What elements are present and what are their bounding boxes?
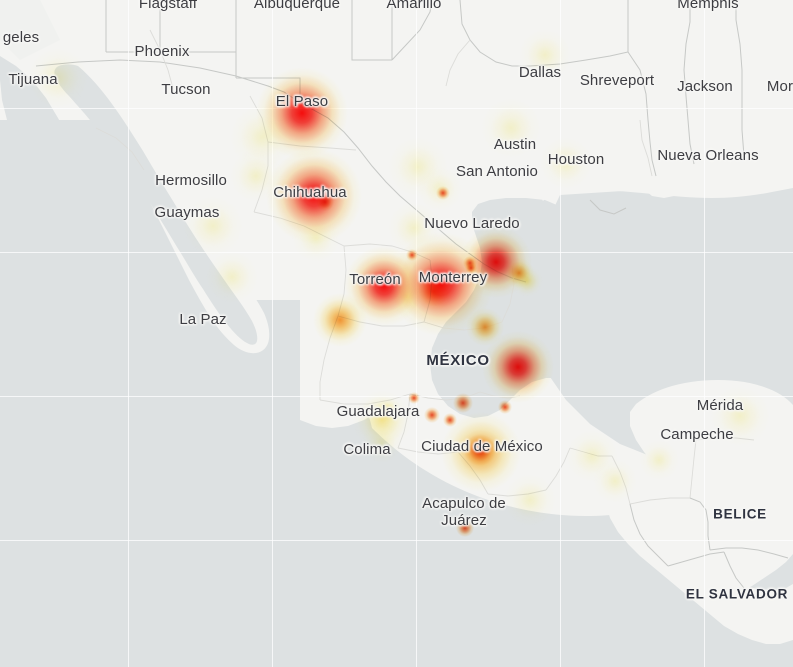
map-label-austin: Austin xyxy=(493,135,537,153)
map-label-los-angeles: geles xyxy=(2,28,40,46)
map-label-memphis: Memphis xyxy=(677,0,739,12)
map-label-guadalajara: Guadalajara xyxy=(336,402,420,420)
map-label-la-paz: La Paz xyxy=(179,310,227,328)
map-label-mexico-country: MÉXICO xyxy=(426,351,490,369)
map-label-albuquerque: Albuquerque xyxy=(253,0,341,12)
map-label-merida: Mérida xyxy=(696,396,744,414)
map-label-dallas: Dallas xyxy=(518,63,562,81)
map-label-ciudad-de-mexico: Ciudad de México xyxy=(421,437,543,455)
map-label-san-antonio: San Antonio xyxy=(455,162,539,180)
map-label-phoenix: Phoenix xyxy=(134,42,190,60)
map-label-monterrey: Monterrey xyxy=(418,268,488,286)
map-label-tijuana: Tijuana xyxy=(8,70,58,88)
map-label-shreveport: Shreveport xyxy=(579,71,655,89)
map-label-houston: Houston xyxy=(547,150,605,168)
map-label-montgomery: Mor xyxy=(766,77,793,95)
map-label-guaymas: Guaymas xyxy=(154,203,220,221)
map-label-campeche: Campeche xyxy=(660,425,734,443)
map-label-acapulco-line-1: Acapulco de xyxy=(422,495,506,513)
map-label-el-paso: El Paso xyxy=(275,92,329,110)
map-label-torreon: Torreón xyxy=(349,270,401,288)
map-label-hermosillo: Hermosillo xyxy=(155,171,227,189)
map-label-el-salvador: EL SALVADOR xyxy=(685,586,789,602)
map-label-chihuahua: Chihuahua xyxy=(273,183,347,201)
map-label-belice: BELICE xyxy=(713,506,767,522)
map-label-acapulco-line-2: Juárez xyxy=(441,512,487,529)
map-label-flagstaff: Flagstaff xyxy=(138,0,198,12)
map-label-acapulco: Acapulco de Juárez xyxy=(422,495,506,530)
map-label-colima: Colima xyxy=(343,440,391,458)
map-label-tucson: Tucson xyxy=(161,80,211,98)
map-label-amarillo: Amarillo xyxy=(386,0,442,12)
map-label-jackson: Jackson xyxy=(677,77,733,95)
map-label-nuevo-laredo: Nuevo Laredo xyxy=(424,214,520,232)
map-label-nueva-orleans: Nueva Orleans xyxy=(657,146,759,164)
